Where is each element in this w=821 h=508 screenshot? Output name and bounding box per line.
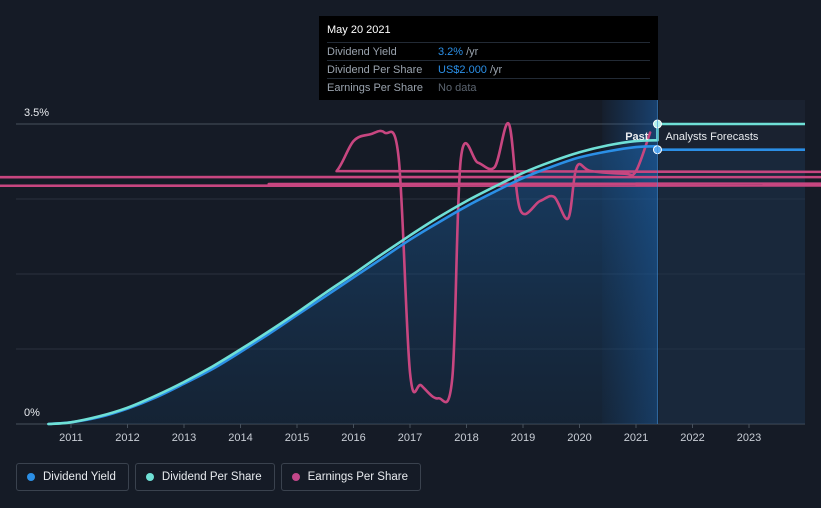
x-tick-label: 2013	[172, 432, 196, 444]
x-tick-label: 2021	[624, 432, 648, 444]
x-tick-label: 2014	[228, 432, 252, 444]
legend-dot-icon	[145, 473, 154, 481]
x-tick-label: 2018	[454, 432, 478, 444]
x-tick-label: 2022	[680, 432, 704, 444]
x-tick-label: 2019	[511, 432, 535, 444]
tooltip-row-dividend-yield: Dividend Yield 3.2% /yr	[327, 42, 650, 60]
legend-item-earnings-per-share[interactable]: Earnings Per Share	[280, 463, 421, 491]
tooltip-key: Dividend Per Share	[327, 63, 423, 76]
tooltip-row-dividend-per-share: Dividend Per Share US$2.000 /yr	[327, 60, 650, 78]
dividend-yield-line	[47, 145, 659, 426]
x-tick-label: 2012	[115, 432, 139, 444]
legend-item-dividend-yield[interactable]: Dividend Yield	[16, 463, 129, 491]
x-tick-label: 2015	[285, 432, 309, 444]
legend-label: Earnings Per Share	[307, 471, 408, 483]
y-tick-label: 0%	[24, 407, 40, 419]
forecast-area	[657, 149, 805, 424]
tooltip-unit: /yr	[489, 63, 503, 76]
x-tick-label: 2016	[341, 432, 365, 444]
past-label: Past	[625, 131, 649, 143]
tooltip-key: Earnings Per Share	[327, 81, 423, 94]
x-tick-label: 2023	[737, 432, 761, 444]
tooltip-key: Dividend Yield	[327, 45, 397, 58]
y-tick-label: 3.5%	[24, 107, 49, 119]
legend-item-dividend-per-share[interactable]: Dividend Per Share	[134, 463, 275, 491]
tooltip-value: No data	[438, 81, 477, 94]
x-tick-label: 2011	[59, 432, 83, 444]
legend-label: Dividend Yield	[43, 471, 116, 483]
tooltip-value: US$2.000	[438, 63, 487, 76]
tooltip-value: 3.2%	[438, 45, 464, 58]
dividend-yield-area	[48, 146, 658, 425]
dividend-per-share-line	[47, 139, 659, 426]
tooltip-row-earnings-per-share: Earnings Per Share No data	[327, 78, 650, 96]
legend-dot-icon	[27, 473, 35, 481]
legend-label: Dividend Per Share	[161, 471, 262, 483]
earnings-per-share-line	[0, 122, 821, 404]
tooltip-date: May 20 2021	[327, 24, 391, 36]
legend-dot-icon	[291, 473, 300, 481]
tooltip: May 20 2021 Dividend Yield 3.2% /yr Divi…	[319, 16, 658, 100]
forecast-region	[659, 100, 805, 424]
tooltip-unit: /yr	[466, 45, 479, 58]
x-tick-label: 2020	[567, 432, 591, 444]
analysts-forecasts-label: Analysts Forecasts	[665, 131, 758, 143]
x-tick-label: 2017	[398, 432, 422, 444]
legend: Dividend Yield Dividend Per Share Earnin…	[16, 463, 421, 491]
